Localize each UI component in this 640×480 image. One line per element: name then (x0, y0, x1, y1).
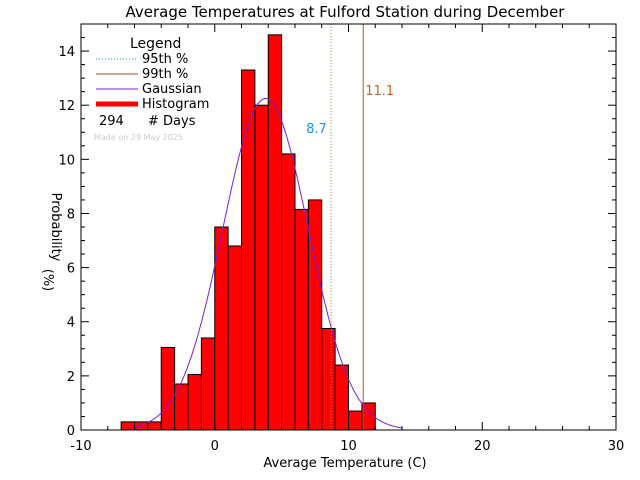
made-on-note: Made on 29 May 2025 (94, 133, 183, 142)
y-tick-label: 8 (67, 207, 75, 222)
histogram-bar (227, 245, 242, 431)
legend-label: Histogram (142, 97, 209, 112)
histogram-bar (281, 153, 296, 431)
y-tick-label: 2 (67, 370, 75, 385)
gaussian-curve (134, 97, 403, 429)
histogram-bar (294, 208, 309, 431)
legend-label: Gaussian (142, 82, 202, 97)
y-tick-label: 4 (67, 316, 75, 331)
histogram-bar (321, 328, 336, 431)
legend-count-label: # Days (148, 114, 196, 129)
x-tick-label: 30 (608, 439, 625, 454)
y-tick-label: 12 (58, 99, 75, 114)
legend-count-value: 294 (99, 114, 124, 129)
percentile-label: 8.7 (306, 122, 327, 137)
histogram-bar (267, 34, 283, 431)
legend-title: Legend (130, 36, 181, 52)
y-tick-label: 14 (58, 45, 75, 60)
percentile-label: 11.1 (365, 84, 394, 99)
x-tick-label: 10 (340, 439, 357, 454)
y-tick-label: 10 (58, 153, 75, 168)
y-axis-label: Probability (48, 193, 63, 262)
histogram-bar (120, 421, 135, 431)
percentile-lines: 8.7 11.1 (306, 24, 394, 430)
histogram-bar (200, 337, 216, 431)
histogram-bar (160, 346, 176, 431)
legend-label: 95th % (142, 52, 188, 67)
x-tick-label: 0 (211, 439, 219, 454)
histogram-bar (147, 421, 162, 431)
legend-label: 99th % (142, 67, 188, 82)
chart-title: Average Temperatures at Fulford Station … (126, 3, 566, 21)
x-tick-label: 20 (474, 439, 491, 454)
y-tick-label: 6 (67, 262, 75, 277)
histogram-bar (187, 374, 202, 431)
histogram-bar (348, 410, 363, 431)
y-tick-label: 0 (67, 424, 75, 439)
histogram-bar (254, 104, 269, 431)
x-tick-label: -10 (70, 439, 91, 454)
x-axis-label: Average Temperature (C) (263, 456, 426, 471)
histogram-bar (307, 199, 323, 431)
y-axis-label-top: Probability (48, 193, 63, 262)
y-axis-unit: (%) (40, 269, 55, 292)
